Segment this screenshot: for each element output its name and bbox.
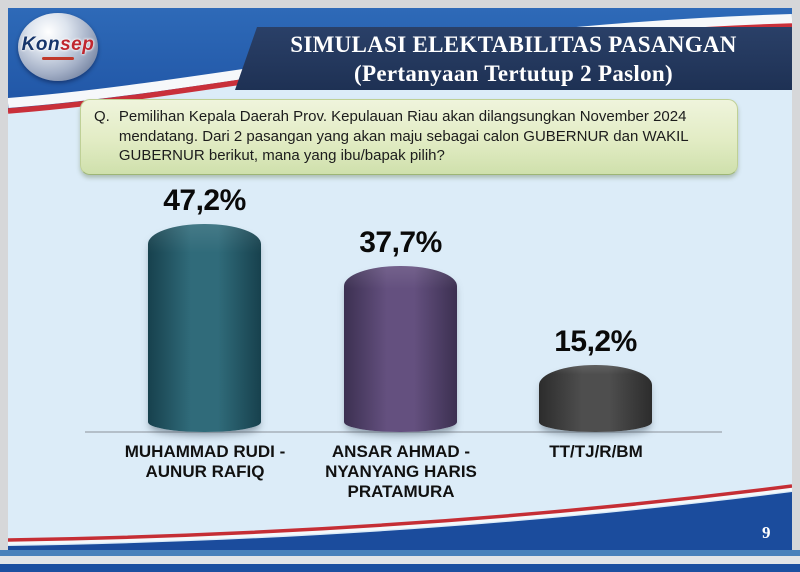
footer-red-stripe <box>8 484 792 542</box>
category-label-muhammad-rudi: MUHAMMAD RUDI - AUNUR RAFIQ <box>124 442 286 481</box>
category-label-ansar-ahmad: ANSAR AHMAD - NYANYANG HARIS PRATAMURA <box>325 442 477 501</box>
bar-value-label: 47,2% <box>163 184 246 217</box>
frame-steel-stripe <box>0 550 800 556</box>
logo-text: Konsep <box>22 34 95 56</box>
bar-ansar-ahmad <box>344 266 457 432</box>
frame-navy-stripe <box>0 564 800 572</box>
question-prefix: Q. <box>94 108 110 125</box>
slide: SIMULASI ELEKTABILITAS PASANGAN (Pertany… <box>8 8 792 550</box>
logo-text-primary: Kon <box>21 34 61 55</box>
footer-white-stripe <box>8 487 792 545</box>
chart-baseline <box>85 431 722 433</box>
footer-swoosh-graphic: 9 <box>8 484 792 550</box>
question-text: Pemilihan Kepala Daerah Prov. Kepulauan … <box>118 108 689 164</box>
bar-group-muhammad-rudi: 47,2% <box>148 184 261 432</box>
question-box: Q. Pemilihan Kepala Daerah Prov. Kepulau… <box>80 99 738 175</box>
frame-pale-stripe <box>0 556 800 564</box>
title-banner: SIMULASI ELEKTABILITAS PASANGAN (Pertany… <box>235 27 792 90</box>
bar-value-label: 37,7% <box>359 226 442 259</box>
page-title-line1: SIMULASI ELEKTABILITAS PASANGAN <box>290 31 737 57</box>
konsep-logo: Konsep <box>18 13 98 81</box>
footer-blue-band <box>8 492 792 550</box>
bar-value-label: 15,2% <box>554 325 637 358</box>
bar-tt-tj-r-bm <box>539 365 652 432</box>
logo-tagline-mark <box>42 57 74 60</box>
logo-text-secondary: sep <box>60 34 95 55</box>
bar-group-ansar-ahmad: 37,7% <box>344 226 457 432</box>
bar-group-tt-tj-r-bm: 15,2% <box>539 325 652 432</box>
category-label-tt-tj-r-bm: TT/TJ/R/BM <box>549 442 643 461</box>
page-title-line2: (Pertanyaan Tertutup 2 Paslon) <box>354 60 673 86</box>
bar-muhammad-rudi <box>148 224 261 432</box>
page-number: 9 <box>762 523 771 542</box>
